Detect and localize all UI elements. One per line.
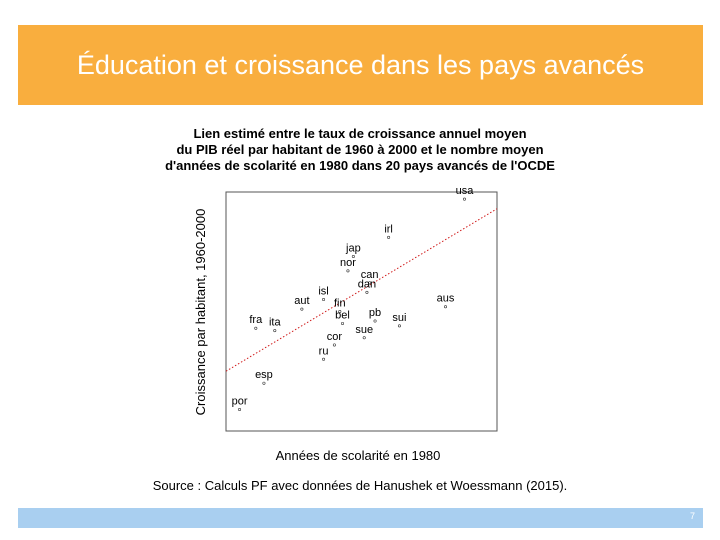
point-marker (300, 307, 304, 311)
point-marker (341, 321, 345, 325)
point-marker (338, 309, 342, 313)
point-marker (362, 336, 366, 340)
point-label: jap (345, 243, 361, 255)
point-label: esp (255, 369, 273, 381)
data-point-por: por (232, 395, 248, 411)
chart-title-line-3: d'années de scolarité en 1980 dans 20 pa… (165, 158, 555, 173)
data-point-isl: isl (318, 286, 329, 302)
data-point-sui: sui (392, 312, 406, 328)
y-axis-label: Croissance par habitant, 1960-2000 (193, 209, 208, 416)
data-point-jap: jap (345, 243, 361, 259)
data-point-sue: sue (355, 324, 373, 340)
point-label: ita (269, 317, 282, 329)
point-label: nor (340, 257, 356, 269)
point-label: aus (437, 293, 455, 305)
point-label: dan (358, 278, 376, 290)
data-point-dan: dan (358, 278, 376, 294)
data-point-cor: cor (327, 331, 343, 347)
point-marker (332, 343, 336, 347)
point-label: can (361, 269, 379, 281)
point-label: fra (249, 314, 263, 326)
chart-title-line-1: Lien estimé entre le taux de croissance … (193, 126, 527, 141)
data-point-ita: ita (269, 317, 282, 333)
point-label: irl (384, 223, 393, 235)
point-marker (462, 197, 466, 201)
point-marker (397, 324, 401, 328)
source-note: Source : Calculs PF avec données de Hanu… (152, 478, 568, 493)
data-point-esp: esp (255, 369, 273, 385)
title-bar: Éducation et croissance dans les pays av… (18, 25, 703, 105)
point-label: isl (318, 286, 328, 298)
data-point-bel: bel (335, 309, 350, 325)
trend-line (225, 208, 498, 372)
point-marker (346, 269, 350, 273)
data-point-irl: irl (384, 223, 393, 239)
plot-frame (225, 191, 498, 432)
point-label: usa (456, 185, 475, 197)
data-point-usa: usa (456, 185, 475, 201)
data-point-pb: pb (369, 307, 381, 323)
data-point-nor: nor (340, 257, 356, 273)
chart-title: Lien estimé entre le taux de croissance … (130, 126, 590, 174)
data-point-fra: fra (249, 314, 263, 330)
data-point-ru: ru (319, 345, 329, 361)
chart-title-line-2: du PIB réel par habitant de 1960 à 2000 … (176, 142, 544, 157)
point-label: por (232, 395, 248, 407)
point-marker (273, 329, 277, 333)
point-marker (254, 326, 258, 330)
page-number: 7 (689, 511, 695, 521)
point-label: ru (319, 345, 329, 357)
point-marker (322, 357, 326, 361)
x-axis-label: Années de scolarité en 1980 (276, 448, 441, 463)
point-marker (322, 298, 326, 302)
data-point-fin: fin (334, 298, 346, 313)
point-marker (387, 235, 391, 239)
point-label: fin (334, 298, 346, 310)
point-marker (238, 407, 242, 411)
point-label: sui (392, 312, 406, 324)
point-marker (365, 290, 369, 294)
point-label: bel (335, 309, 350, 321)
data-point-can: can (361, 269, 379, 285)
point-marker (262, 381, 266, 385)
point-label: pb (369, 307, 381, 319)
data-point-aut: aut (294, 295, 310, 311)
slide-title: Éducation et croissance dans les pays av… (76, 49, 645, 80)
point-label: aut (294, 295, 309, 307)
point-marker (351, 255, 355, 259)
data-point-aus: aus (437, 293, 455, 309)
point-label: cor (327, 331, 343, 343)
footer-bar: 7 (18, 508, 703, 528)
point-marker (368, 281, 372, 285)
point-marker (444, 305, 448, 309)
point-marker (373, 319, 377, 323)
point-label: sue (355, 324, 373, 336)
